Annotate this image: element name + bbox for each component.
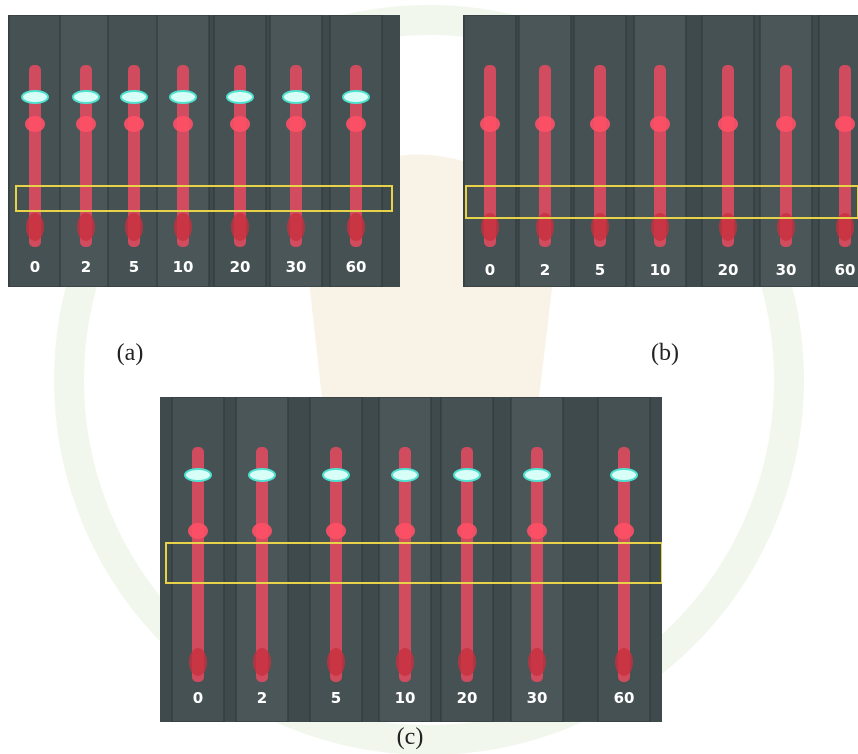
- fluorescent-spot: [611, 469, 637, 481]
- sample-track: [330, 447, 342, 682]
- lane-label: 5: [595, 261, 605, 279]
- band: [458, 648, 476, 676]
- band: [25, 116, 45, 132]
- sample-track: [192, 447, 204, 682]
- lane-label: 60: [835, 261, 856, 279]
- caption: (b): [651, 340, 679, 366]
- fluorescent-spot: [249, 469, 275, 481]
- lane-label: 10: [395, 689, 416, 707]
- sample-track: [531, 447, 543, 682]
- lane-label: 5: [331, 689, 341, 707]
- band: [327, 648, 345, 676]
- lane-label: 30: [527, 689, 548, 707]
- lane-label: 0: [485, 261, 495, 279]
- lane-label: 20: [230, 258, 251, 276]
- band: [230, 116, 250, 132]
- lane-label: 0: [30, 258, 40, 276]
- band: [231, 213, 249, 241]
- band: [457, 523, 477, 539]
- sample-track: [461, 447, 473, 682]
- band: [252, 523, 272, 539]
- lane-label: 2: [540, 261, 550, 279]
- lane-label: 2: [257, 689, 267, 707]
- panel: 0 2 5 10 20 30 60: [160, 397, 662, 722]
- fluorescent-spot: [22, 91, 48, 103]
- lane-label: 10: [650, 261, 671, 279]
- fluorescent-spot: [185, 469, 211, 481]
- lane-label: 60: [346, 258, 367, 276]
- lane-label: 20: [718, 261, 739, 279]
- panel: 0 2 5 10 20 30 60: [8, 15, 400, 287]
- fluorescent-spot: [343, 91, 369, 103]
- lane-label: 0: [193, 689, 203, 707]
- fluorescent-spot: [524, 469, 550, 481]
- band: [590, 116, 610, 132]
- band: [395, 523, 415, 539]
- band: [125, 213, 143, 241]
- band: [174, 213, 192, 241]
- caption: (a): [117, 340, 144, 366]
- lane-label: 5: [129, 258, 139, 276]
- lane-label: 30: [286, 258, 307, 276]
- caption: (c): [397, 724, 424, 750]
- band: [776, 116, 796, 132]
- fluorescent-spot: [170, 91, 196, 103]
- band: [527, 523, 547, 539]
- fluorescent-spot: [323, 469, 349, 481]
- band: [124, 116, 144, 132]
- fluorescent-spot: [227, 91, 253, 103]
- band: [615, 648, 633, 676]
- band: [326, 523, 346, 539]
- fluorescent-spot: [392, 469, 418, 481]
- band: [535, 116, 555, 132]
- plate-strip: [819, 15, 858, 287]
- band: [253, 648, 271, 676]
- lane-label: 60: [614, 689, 635, 707]
- band: [77, 213, 95, 241]
- band: [286, 116, 306, 132]
- band: [188, 523, 208, 539]
- band: [480, 116, 500, 132]
- band: [396, 648, 414, 676]
- band: [614, 523, 634, 539]
- lane-label: 2: [81, 258, 91, 276]
- fluorescent-spot: [454, 469, 480, 481]
- panel: 0 2 5 10 20 30 60: [463, 15, 858, 287]
- band: [835, 116, 855, 132]
- sample-track: [256, 447, 268, 682]
- band: [287, 213, 305, 241]
- lane-label: 30: [776, 261, 797, 279]
- lane-label: 10: [173, 258, 194, 276]
- fluorescent-spot: [283, 91, 309, 103]
- band: [26, 213, 44, 241]
- band: [173, 116, 193, 132]
- band: [718, 116, 738, 132]
- sample-track: [399, 447, 411, 682]
- band: [650, 116, 670, 132]
- band: [347, 213, 365, 241]
- band: [528, 648, 546, 676]
- band: [189, 648, 207, 676]
- figure: 0 2 5 10 20 30 60 (a) 0 2 5 10 20 30 60 (b) 0 2 5 10 20 30 60 (…: [0, 0, 858, 754]
- band: [346, 116, 366, 132]
- lane-label: 20: [457, 689, 478, 707]
- sample-track: [618, 447, 630, 682]
- fluorescent-spot: [121, 91, 147, 103]
- band: [76, 116, 96, 132]
- fluorescent-spot: [73, 91, 99, 103]
